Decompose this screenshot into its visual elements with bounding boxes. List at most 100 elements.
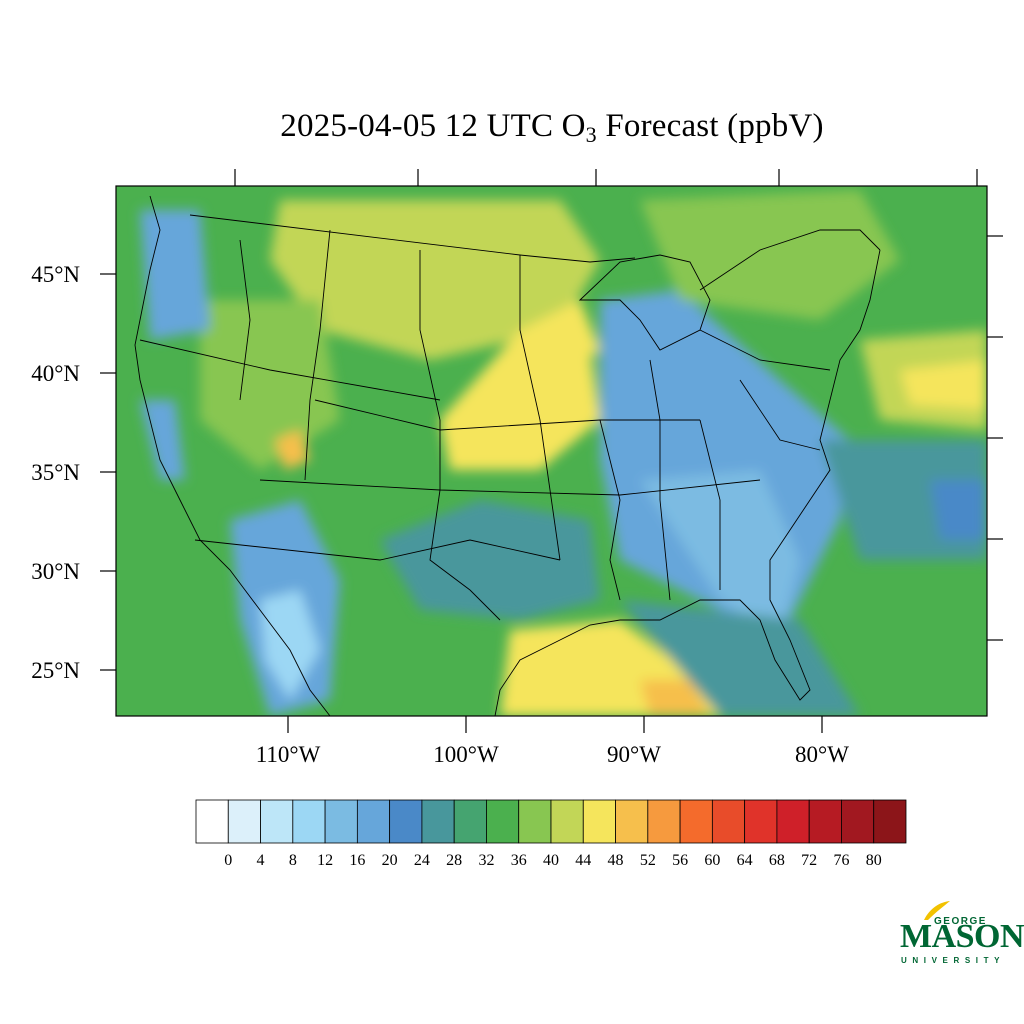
- chart-title: 2025-04-05 12 UTC O3 Forecast (ppbV): [0, 108, 1024, 148]
- colorbar-swatch: [873, 799, 907, 844]
- colorbar-swatch: [647, 799, 681, 844]
- colorbar-swatch: [195, 799, 229, 844]
- colorbar-swatch: [389, 799, 423, 844]
- utah-hotspot: [275, 430, 310, 470]
- title-suffix: Forecast (ppbV): [596, 108, 824, 144]
- lat-label-25: 25°N: [31, 658, 80, 683]
- state-line-5: [139, 339, 441, 401]
- state-line-11: [649, 359, 671, 601]
- colorbar-swatch: [260, 799, 294, 844]
- colorbar-tick-label: 76: [833, 852, 849, 869]
- lon-label-100: 100°W: [433, 742, 499, 767]
- colorbar-tick-label: 60: [704, 852, 720, 869]
- colorbar-tick-label: 44: [575, 852, 591, 869]
- state-line-7: [259, 479, 761, 496]
- colorbar-tick-label: 52: [640, 852, 656, 869]
- colorbar-tick-label: 64: [737, 852, 753, 869]
- colorbar-tick-label: 0: [224, 852, 232, 869]
- canada-border: [189, 214, 636, 263]
- northern-plains-field: [330, 220, 520, 330]
- colorbar-tick-label: 72: [801, 852, 817, 869]
- colorbar-swatch: [744, 799, 778, 844]
- state-line-8: [194, 539, 561, 561]
- colorbar-swatch: [679, 799, 713, 844]
- state-line-10: [599, 419, 621, 601]
- colorbar-tick-label: 20: [382, 852, 398, 869]
- colorbar-swatch: [582, 799, 616, 844]
- lon-label-110: 110°W: [256, 742, 321, 767]
- state-line-6: [314, 399, 700, 431]
- colorbar-tick-label: 40: [543, 852, 559, 869]
- state-line-4: [519, 255, 561, 561]
- atlantic-low: [930, 480, 987, 540]
- colorbar-swatch: [356, 799, 391, 844]
- logo-leaf-icon: [924, 901, 950, 920]
- colorbar-swatch: [421, 799, 455, 844]
- axis-ticks: [100, 169, 1003, 733]
- colorbar-tick-label: 4: [257, 852, 265, 869]
- colorbar-tick-label: 68: [769, 852, 785, 869]
- pacific-northwest-low: [140, 210, 210, 340]
- colorbar-swatch: [776, 799, 810, 844]
- colorbar-tick-label: 16: [349, 852, 365, 869]
- logo-university: UNIVERSITY: [901, 956, 1006, 965]
- colorbar-swatch: [841, 799, 875, 844]
- texas-field: [380, 500, 600, 620]
- northeast-atlantic-high: [900, 360, 987, 410]
- title-prefix: 2025-04-05 12 UTC O: [280, 108, 586, 144]
- colorbar-tick-label: 28: [446, 852, 462, 869]
- colorbar-tick-label: 32: [478, 852, 494, 869]
- lat-label-40: 40°N: [31, 361, 80, 386]
- colorbar-swatch: [518, 799, 552, 844]
- lon-label-90: 90°W: [607, 742, 661, 767]
- logo-george: GEORGE: [934, 916, 987, 927]
- great-lakes: [578, 254, 711, 351]
- colorbar-swatch: [615, 799, 649, 844]
- lat-label-35: 35°N: [31, 460, 80, 485]
- title-subscript: 3: [585, 122, 597, 147]
- colorbar-swatch: [292, 799, 326, 844]
- colorbar-swatch: [453, 799, 487, 844]
- state-line-3: [419, 250, 441, 490]
- state-line-12: [699, 419, 721, 590]
- logo-mason: MASON: [900, 918, 1024, 955]
- boundaries: [134, 195, 881, 716]
- colorbar-tick-label: 80: [866, 852, 882, 869]
- nebraska-field: [520, 300, 600, 380]
- lat-label-45: 45°N: [31, 262, 80, 287]
- colorbar-tick-label: 48: [608, 852, 624, 869]
- map-frame: [115, 185, 988, 717]
- colorbar-tick-label: 24: [414, 852, 430, 869]
- gmu-logo: GEORGE MASON UNIVERSITY: [898, 900, 1024, 970]
- state-line-14: [699, 329, 831, 371]
- gulf-east-field: [620, 600, 860, 716]
- northeast-border: [699, 229, 881, 291]
- colorbar-swatch: [808, 799, 842, 844]
- east-gulf-coastline: [494, 249, 881, 716]
- lat-labels: 45°N 40°N 35°N 30°N 25°N: [31, 262, 80, 683]
- great-lakes-field: [640, 190, 900, 320]
- colorbar-swatch: [550, 799, 584, 844]
- map-field: [116, 186, 987, 716]
- colorbar-tick-label: 8: [289, 852, 297, 869]
- colorbar-labels: 0 4 8 12 16 20 24 28 32 36 40 44 48 52 56 60 64 68 72 76 80: [224, 852, 881, 869]
- state-line-13: [739, 379, 821, 451]
- colorbar: [195, 799, 907, 844]
- state-line-1: [239, 239, 251, 401]
- west-coastline: [134, 195, 331, 716]
- gulf-hotspot: [640, 680, 710, 716]
- lon-labels: 110°W 100°W 90°W 80°W: [256, 742, 850, 767]
- lon-label-80: 80°W: [795, 742, 849, 767]
- colorbar-tick-label: 12: [317, 852, 333, 869]
- colorbar-swatch: [711, 799, 746, 844]
- lat-label-30: 30°N: [31, 559, 80, 584]
- state-line-2: [304, 229, 331, 481]
- mexico-low-field: [260, 590, 320, 700]
- colorbar-swatch: [486, 799, 520, 844]
- rockies-field: [200, 300, 340, 470]
- colorbar-tick-label: 36: [511, 852, 527, 869]
- colorbar-tick-label: 56: [672, 852, 688, 869]
- colorbar-swatch: [324, 799, 358, 844]
- california-low-field: [140, 400, 185, 480]
